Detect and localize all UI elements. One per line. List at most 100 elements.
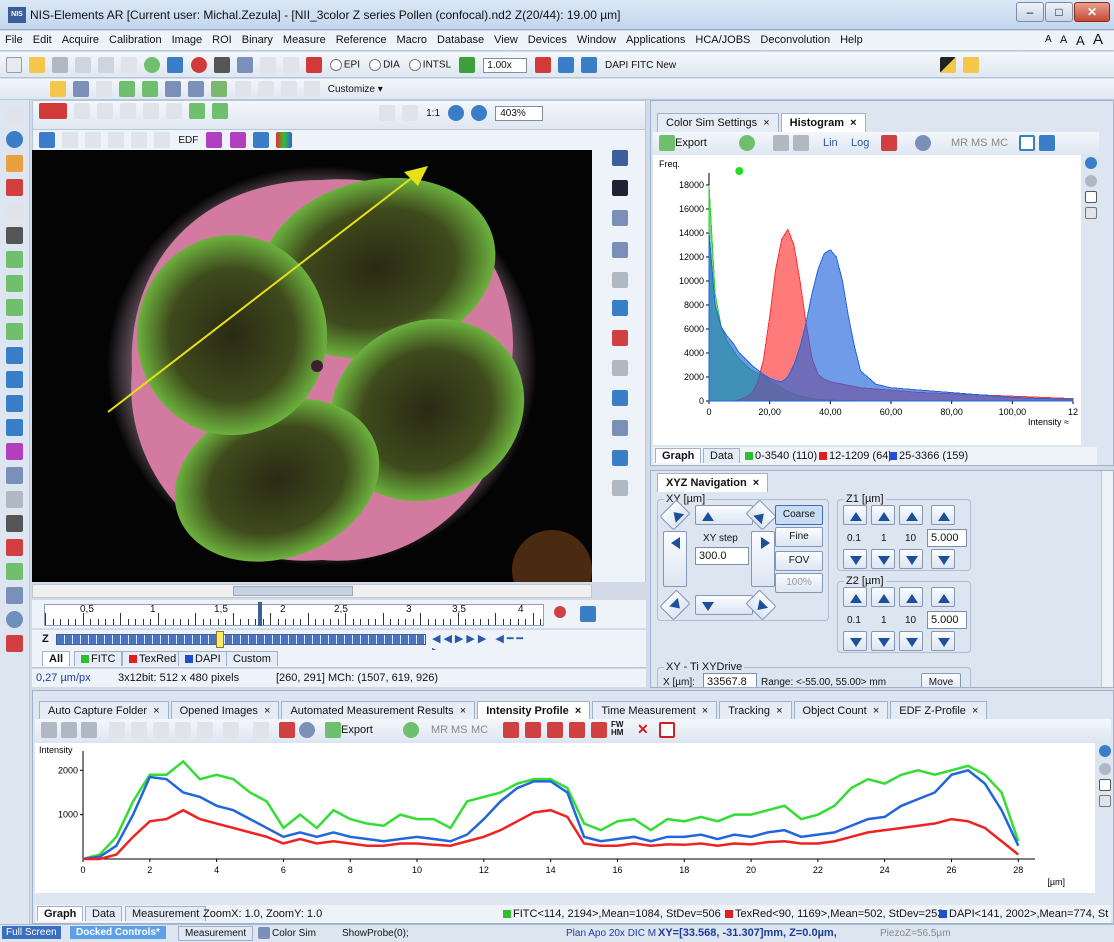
ribbon-icon[interactable] [206, 132, 223, 148]
cross-icon[interactable] [120, 103, 137, 119]
calculator-icon[interactable] [6, 587, 23, 604]
menu-file[interactable]: File [5, 34, 23, 46]
measure-peak-icon[interactable] [591, 722, 607, 738]
z2-up-1[interactable] [871, 587, 895, 607]
contrast-icon[interactable] [940, 57, 956, 73]
panel-toggle-icon[interactable] [6, 57, 22, 73]
arrow-diag-icon[interactable] [109, 722, 125, 738]
fit-width-icon[interactable] [402, 105, 419, 121]
docked-controls-tab[interactable]: Docked Controls* [70, 926, 166, 939]
annotation-icon[interactable] [143, 103, 160, 119]
split-icon[interactable] [212, 103, 229, 119]
color-sim-label[interactable]: Color Sim [272, 928, 316, 939]
xy-view-icon[interactable] [131, 132, 148, 148]
profile-tab-graph[interactable]: Graph [37, 906, 84, 921]
menu-window[interactable]: Window [576, 34, 617, 46]
layer-icon[interactable] [612, 480, 628, 496]
person-icon[interactable] [211, 81, 228, 97]
hscroll-thumb[interactable] [233, 586, 353, 596]
ti-x-input[interactable]: 33567.8 [703, 673, 757, 687]
menu-macro[interactable]: Macro [396, 34, 428, 46]
camera-settings-icon[interactable] [236, 57, 253, 73]
close-button[interactable]: ✕ [1074, 2, 1110, 22]
z1-down-10[interactable] [899, 549, 923, 569]
menu-image[interactable]: Image [171, 34, 203, 46]
fit-range-icon[interactable] [793, 135, 809, 151]
text-icon[interactable] [96, 81, 113, 97]
image-canvas[interactable] [32, 150, 592, 582]
tab-intensity-profile[interactable]: Intensity Profile × [477, 701, 591, 720]
tab-texred[interactable]: TexRed [122, 651, 184, 666]
optical-config-add-icon[interactable] [580, 57, 597, 73]
z1-up-10[interactable] [899, 505, 923, 525]
fine-button[interactable]: Fine [775, 527, 823, 547]
undo-icon[interactable] [75, 57, 92, 73]
menu-reference[interactable]: Reference [335, 34, 387, 46]
playback-controls[interactable]: ◀◀▶▶▶ ◀━━ ▶ [432, 633, 527, 658]
fullscreen-icon[interactable] [1039, 135, 1055, 151]
on-icon[interactable] [39, 103, 67, 119]
profile-tool3-icon[interactable] [81, 722, 97, 738]
zoom-select[interactable]: 1.00x [483, 57, 527, 73]
z1-up-1[interactable] [871, 505, 895, 525]
save-icon[interactable] [52, 57, 69, 73]
z2-up-10[interactable] [899, 587, 923, 607]
frame-icon[interactable] [612, 360, 628, 376]
profile-settings-icon[interactable] [299, 722, 315, 738]
xy-right-button[interactable] [751, 531, 775, 587]
tab-custom[interactable]: Custom [226, 651, 278, 666]
font-size-a3[interactable]: A [1076, 33, 1085, 48]
macro-icon[interactable] [6, 635, 23, 652]
measure-length-icon[interactable] [6, 371, 23, 388]
font-size-a2[interactable]: A [1060, 34, 1068, 46]
paste-icon[interactable] [6, 491, 23, 508]
image-icon[interactable] [142, 81, 159, 97]
menu-roi[interactable]: ROI [212, 34, 232, 46]
zoom-1-1-button[interactable]: 1:1 [426, 107, 441, 119]
check-icon[interactable] [612, 450, 628, 466]
slices-view-icon[interactable] [62, 132, 79, 148]
fwhm-button[interactable]: FW HM [611, 720, 624, 737]
camera-icon[interactable] [73, 81, 90, 97]
multi-line-icon[interactable] [223, 722, 239, 738]
minimize-button[interactable]: – [1016, 2, 1044, 22]
profile-tab-data[interactable]: Data [85, 906, 123, 921]
tab-object-count[interactable]: Object Count × [793, 701, 889, 720]
profile-grid-icon[interactable] [279, 722, 295, 738]
z2-up-field[interactable] [931, 587, 955, 607]
arrow-right-icon[interactable] [153, 722, 169, 738]
select-icon[interactable] [121, 57, 138, 73]
menu-hca-jobs[interactable]: HCA/JOBS [695, 34, 751, 46]
menu-deconvolution[interactable]: Deconvolution [760, 34, 831, 46]
polyline-icon[interactable] [97, 103, 114, 119]
tab-fitc[interactable]: FITC [74, 651, 123, 666]
nd-icon[interactable] [6, 227, 23, 244]
shutter-icon[interactable] [305, 57, 322, 73]
tab-xyz-navigation[interactable]: XYZ Navigation × [657, 473, 769, 492]
open-icon[interactable] [50, 81, 66, 97]
profile-ms-button[interactable]: MS [451, 724, 468, 736]
graph-icon[interactable] [165, 81, 182, 97]
layout-single-icon[interactable] [612, 150, 628, 166]
maximize-button[interactable]: □ [1045, 2, 1073, 22]
hist-fit-icon[interactable] [1085, 191, 1097, 203]
heartbeat-icon[interactable] [612, 330, 628, 346]
arrow-up-icon[interactable] [131, 722, 147, 738]
profile-refresh-icon[interactable] [403, 722, 419, 738]
font-size-a4[interactable]: A [1093, 31, 1104, 48]
delete-all-icon[interactable] [659, 722, 675, 738]
classifier-icon[interactable] [6, 443, 23, 460]
light-icon[interactable] [534, 57, 551, 73]
record-icon[interactable] [190, 57, 207, 73]
measure-time-icon[interactable] [6, 347, 23, 364]
full-screen-tab[interactable]: Full Screen [2, 926, 61, 939]
measure-count-icon[interactable] [6, 251, 23, 268]
histogram-plot[interactable]: Freq. 18000 16000 14000 12000 10000 8000 6000 40… [653, 155, 1081, 445]
auto-contrast-icon[interactable] [6, 155, 23, 172]
grid-toggle-icon[interactable] [881, 135, 897, 151]
refresh-icon[interactable] [252, 132, 269, 148]
menu-view[interactable]: View [494, 34, 518, 46]
measure-h-icon[interactable] [503, 722, 519, 738]
grid-icon[interactable] [612, 210, 628, 226]
menu-devices[interactable]: Devices [527, 34, 567, 46]
